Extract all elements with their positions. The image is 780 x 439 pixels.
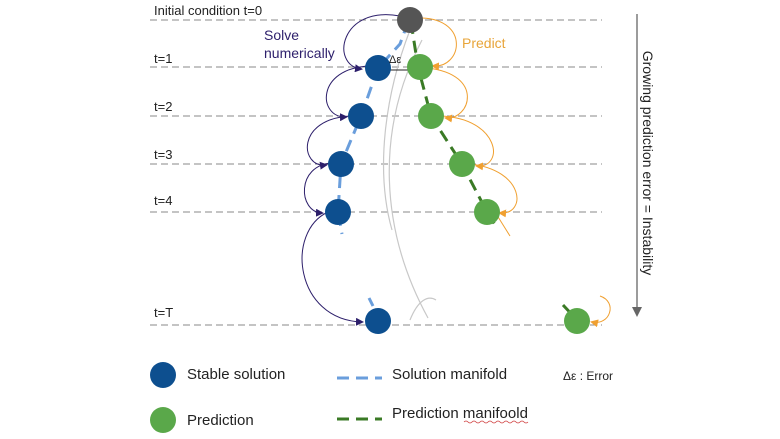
stable-solution-t1 <box>365 55 391 81</box>
label-t1: t=1 <box>154 51 172 66</box>
legend: Stable solution Prediction Solution mani… <box>150 362 613 433</box>
gray-curve-left <box>382 29 411 231</box>
predict-arrow-tT <box>590 295 611 328</box>
prediction-t4 <box>474 199 500 225</box>
legend-solution-manifold-label: Solution manifold <box>392 366 507 383</box>
legend-prediction-swatch <box>150 407 176 433</box>
spellcheck-squiggle <box>463 420 529 424</box>
instability-label: Growing prediction error = Instability <box>640 51 656 276</box>
legend-error-label: Δε : Error <box>563 369 613 383</box>
label-tT: t=T <box>154 305 173 320</box>
predict-label: Predict <box>462 35 506 51</box>
gray-curve-bottom <box>409 297 437 321</box>
predict-arrow-3-4 <box>469 163 518 218</box>
predict-arrows <box>421 17 611 328</box>
stable-solutions <box>325 55 391 334</box>
label-initial-condition: Initial condition t=0 <box>154 3 262 18</box>
label-t2: t=2 <box>154 99 172 114</box>
solve-arrow-1-2 <box>325 65 371 122</box>
initial-condition-node <box>397 7 423 33</box>
stable-solution-t4 <box>325 199 351 225</box>
solve-arrow-0-1 <box>343 14 401 73</box>
solve-arrow-3-4 <box>303 162 333 217</box>
gray-guide-curves <box>382 29 437 321</box>
stable-solution-t3 <box>328 151 354 177</box>
prediction-tT <box>564 308 590 334</box>
delta-eps-label: Δε <box>389 54 401 66</box>
legend-stable-swatch <box>150 362 176 388</box>
predict-arrow-0-1 <box>421 17 457 71</box>
solve-arrow-2-3 <box>306 115 353 170</box>
prediction-t2 <box>418 103 444 129</box>
solve-label-line2: numerically <box>264 45 335 61</box>
legend-prediction-label: Prediction <box>187 412 254 429</box>
label-t4: t=4 <box>154 193 172 208</box>
predictions <box>407 54 590 334</box>
legend-stable-label: Stable solution <box>187 366 285 383</box>
prediction-t1 <box>407 54 433 80</box>
solve-label-line1: Solve <box>264 27 299 43</box>
stable-solution-t2 <box>348 103 374 129</box>
predict-arrow-2-3 <box>439 115 494 171</box>
gray-curve-right <box>388 39 429 319</box>
stable-solution-tT <box>365 308 391 334</box>
label-t3: t=3 <box>154 147 172 162</box>
prediction-t3 <box>449 151 475 177</box>
solve-arrows <box>301 14 401 326</box>
solution-manifold-lower <box>367 297 375 307</box>
legend-prediction-manifold-label: Prediction manifoold <box>392 405 528 422</box>
solve-arrow-4-T <box>301 211 364 326</box>
